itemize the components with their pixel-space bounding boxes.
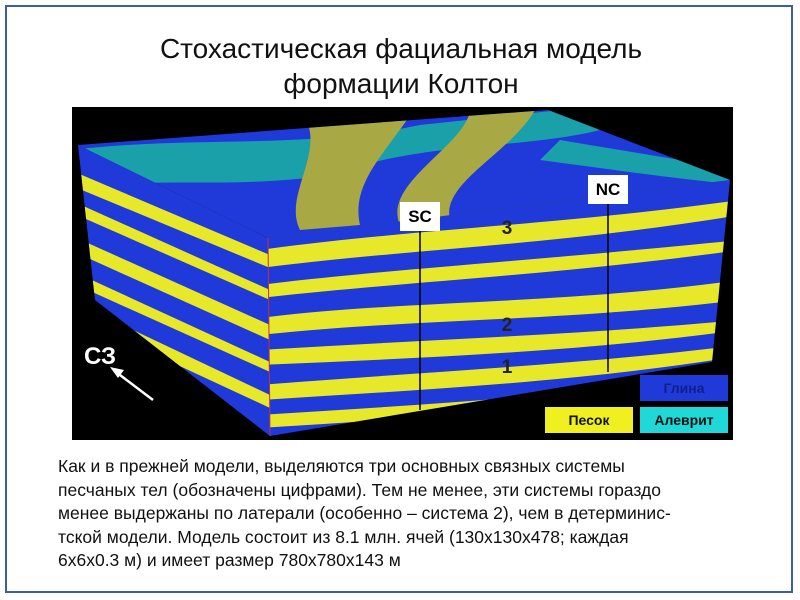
title-line: формации Колтон <box>283 68 519 99</box>
well-box <box>588 175 628 204</box>
legend-swatch <box>545 407 633 433</box>
body-line: Как и в прежней модели, выделяются три о… <box>58 456 625 476</box>
well-label: NC <box>596 180 621 199</box>
body-line: тской модели. Модель состоит из 8.1 млн.… <box>58 526 629 547</box>
edge <box>267 237 271 437</box>
slide-frame: Стохастическая фациальная модель формаци… <box>5 5 793 593</box>
body-line: менее выдержаны по латерали (особенно – … <box>58 503 671 523</box>
direction-arrow <box>115 371 154 401</box>
legend-swatch <box>640 375 728 401</box>
system-label: 1 <box>502 357 513 378</box>
direction-label: СЗ <box>84 343 116 370</box>
legend-label: Песок <box>568 412 610 428</box>
title-line: Стохастическая фациальная модель <box>159 33 643 64</box>
body-line: песчаных тел (обозначены цифрами). Тем н… <box>58 479 661 500</box>
body-line: 6х6х0.3 м) и имеет размер 780х780х143 м <box>58 550 401 570</box>
well-label: SC <box>408 207 432 226</box>
system-label: 2 <box>502 315 513 336</box>
system-label: 3 <box>502 218 513 239</box>
legend-swatch <box>640 407 728 433</box>
arrow-head <box>110 367 124 378</box>
legend-label: Алеврит <box>654 412 713 428</box>
well-box <box>400 202 440 231</box>
legend-label: Глина <box>664 380 705 396</box>
